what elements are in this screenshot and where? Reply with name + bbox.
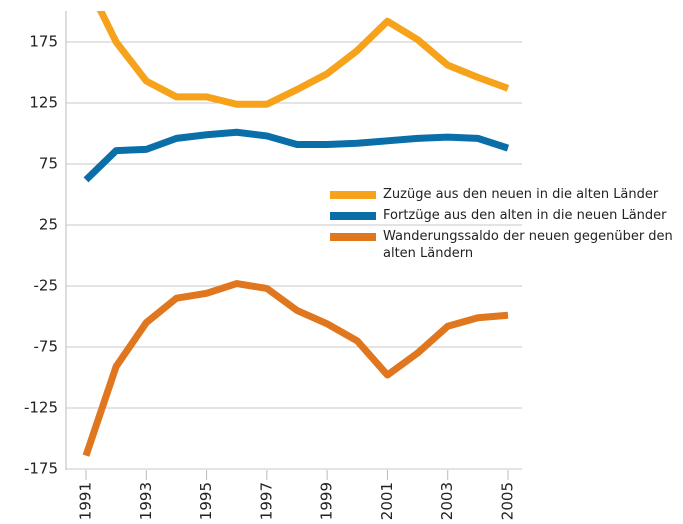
x-tick-label: 2003 [438, 482, 456, 520]
legend-swatch [330, 191, 376, 199]
legend-label: Fortzüge aus den alten in die neuen Länd… [383, 208, 667, 223]
legend-label: Wanderungssaldo der neuen gegenüber den … [383, 229, 673, 261]
plot-area [82, 11, 510, 457]
legend: Zuzüge aus den neuen in die alten Länder… [330, 186, 680, 266]
legend-label: Zuzüge aus den neuen in die alten Länder [383, 187, 659, 202]
y-tick-label: -125 [24, 399, 58, 417]
x-tick-label: 1999 [318, 482, 336, 520]
series-line [83, 128, 510, 183]
series-line [96, 11, 510, 108]
x-tick-label: 1993 [137, 482, 155, 520]
legend-item: Fortzüge aus den alten in die neuen Länd… [330, 207, 680, 224]
series-line [82, 280, 509, 457]
y-tick-label: -75 [34, 338, 59, 356]
x-tick-label: 1995 [197, 482, 215, 520]
legend-item: Zuzüge aus den neuen in die alten Länder [330, 186, 680, 203]
y-tick-label: 125 [29, 94, 58, 112]
x-tick-label: 1991 [77, 482, 95, 520]
y-tick-label: 175 [29, 33, 58, 51]
y-tick-label: 75 [39, 155, 58, 173]
x-tick-label: 1997 [257, 482, 275, 520]
x-tick-label: 2005 [499, 482, 517, 520]
legend-swatch [330, 212, 376, 220]
y-tick-label: -25 [34, 277, 59, 295]
legend-swatch [330, 233, 376, 241]
y-tick-label: 25 [39, 216, 58, 234]
y-tick-label: -175 [24, 460, 58, 478]
legend-item: Wanderungssaldo der neuen gegenüber den … [330, 228, 680, 262]
x-tick-label: 2001 [378, 482, 396, 520]
